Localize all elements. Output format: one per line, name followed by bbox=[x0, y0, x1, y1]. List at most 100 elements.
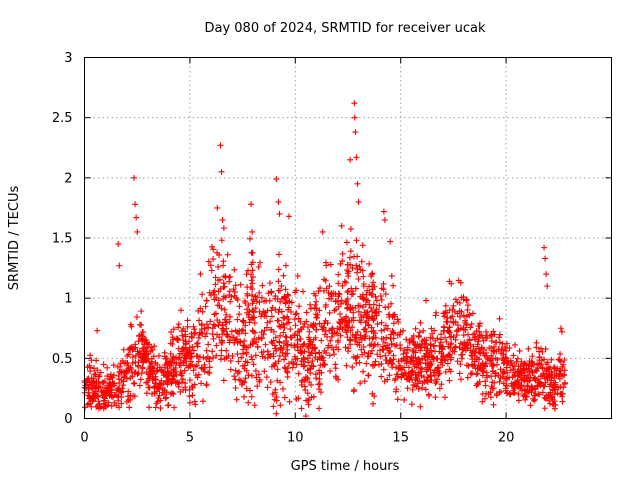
data-point bbox=[82, 404, 89, 411]
data-point bbox=[351, 253, 358, 260]
data-point bbox=[456, 370, 463, 377]
data-point bbox=[558, 393, 565, 400]
data-point bbox=[237, 281, 244, 288]
data-point bbox=[466, 337, 473, 344]
data-point bbox=[145, 355, 152, 362]
data-point bbox=[234, 336, 241, 343]
data-point bbox=[291, 344, 298, 351]
data-point bbox=[471, 358, 478, 365]
data-point bbox=[281, 364, 288, 371]
data-point bbox=[350, 314, 357, 321]
data-point bbox=[157, 397, 164, 404]
data-point bbox=[332, 373, 339, 380]
data-point bbox=[542, 395, 549, 402]
data-point bbox=[394, 316, 401, 323]
data-point bbox=[448, 333, 455, 340]
data-point bbox=[248, 393, 255, 400]
data-point bbox=[256, 289, 263, 296]
data-point bbox=[276, 210, 283, 217]
data-point bbox=[98, 388, 105, 395]
data-point bbox=[205, 324, 212, 331]
data-point bbox=[267, 378, 274, 385]
data-point bbox=[202, 303, 209, 310]
data-point bbox=[555, 373, 562, 380]
data-point bbox=[353, 154, 360, 161]
data-point bbox=[490, 347, 497, 354]
data-point bbox=[393, 364, 399, 371]
data-point bbox=[366, 283, 373, 290]
data-point bbox=[213, 342, 220, 349]
data-point bbox=[218, 338, 225, 345]
data-point bbox=[417, 319, 424, 326]
data-point bbox=[506, 345, 513, 352]
data-point bbox=[471, 361, 478, 368]
data-point bbox=[470, 343, 477, 350]
data-point bbox=[175, 321, 182, 328]
data-point bbox=[499, 347, 506, 354]
data-point bbox=[248, 353, 255, 360]
data-point bbox=[191, 398, 198, 405]
data-point bbox=[462, 345, 469, 352]
data-point bbox=[376, 302, 383, 309]
data-point bbox=[383, 334, 390, 341]
data-point bbox=[403, 350, 410, 357]
data-point bbox=[421, 353, 428, 360]
data-point bbox=[524, 374, 531, 381]
data-point bbox=[476, 356, 483, 363]
data-point bbox=[450, 319, 457, 326]
y-tick-label: 0 bbox=[64, 412, 72, 427]
data-point bbox=[142, 351, 149, 358]
data-point bbox=[275, 309, 282, 316]
data-point bbox=[428, 325, 435, 332]
data-point bbox=[232, 367, 239, 374]
data-point bbox=[315, 288, 322, 295]
data-point bbox=[109, 374, 116, 381]
data-point bbox=[261, 368, 268, 375]
data-point bbox=[214, 331, 221, 338]
data-point bbox=[439, 346, 446, 353]
data-point bbox=[285, 213, 292, 220]
data-point bbox=[138, 370, 145, 377]
data-point bbox=[557, 351, 564, 358]
data-point bbox=[88, 385, 95, 392]
data-point bbox=[546, 400, 553, 407]
data-point bbox=[241, 393, 248, 400]
data-point bbox=[366, 335, 373, 342]
data-point bbox=[466, 311, 473, 318]
data-point bbox=[419, 384, 426, 391]
data-point bbox=[300, 288, 307, 295]
data-point bbox=[129, 360, 136, 367]
data-point bbox=[139, 365, 146, 372]
data-point bbox=[127, 374, 134, 381]
data-point bbox=[135, 338, 142, 345]
data-point bbox=[232, 337, 239, 344]
data-point bbox=[511, 341, 518, 348]
data-point bbox=[410, 354, 417, 361]
data-point bbox=[359, 267, 366, 274]
data-point bbox=[535, 376, 542, 383]
data-point bbox=[102, 403, 109, 410]
data-point bbox=[156, 392, 163, 399]
data-point bbox=[346, 254, 353, 261]
data-point bbox=[424, 373, 431, 380]
data-point bbox=[384, 325, 391, 332]
data-point bbox=[433, 309, 440, 316]
data-point bbox=[320, 324, 327, 331]
data-point bbox=[231, 266, 238, 273]
data-point bbox=[301, 340, 308, 347]
data-point bbox=[441, 394, 448, 401]
data-point bbox=[272, 345, 279, 352]
data-point bbox=[511, 389, 518, 396]
data-point bbox=[180, 337, 187, 344]
data-point bbox=[502, 375, 509, 382]
x-axis-label: GPS time / hours bbox=[291, 459, 400, 474]
data-point bbox=[339, 250, 346, 257]
data-point bbox=[419, 338, 426, 345]
data-point bbox=[218, 237, 225, 244]
data-point bbox=[364, 287, 371, 294]
data-point bbox=[349, 324, 356, 331]
data-point bbox=[249, 356, 256, 363]
data-point bbox=[416, 329, 423, 336]
data-point bbox=[443, 338, 450, 345]
data-point bbox=[168, 329, 175, 336]
